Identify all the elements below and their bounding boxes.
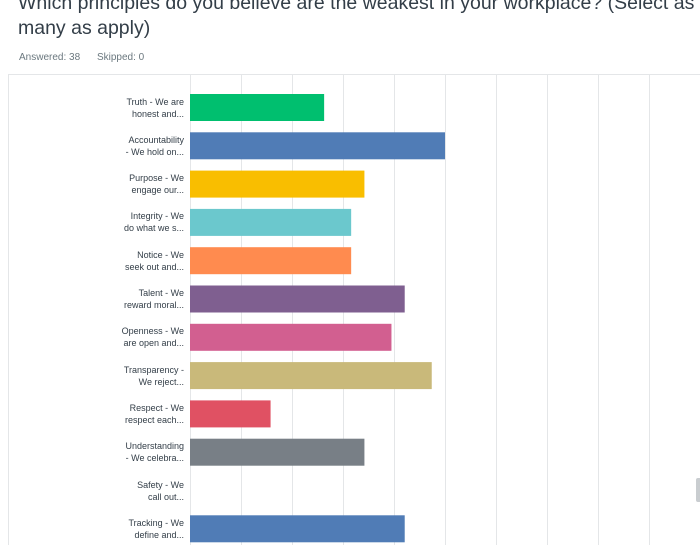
question-title: Which principles do you believe are the … (18, 0, 695, 39)
category-label: Truth - We are honest and... (104, 96, 184, 120)
category-label: Notice - We seek out and... (104, 249, 184, 273)
category-label-line: We reject... (138, 376, 184, 387)
category-label-line: Safety - We (137, 479, 184, 490)
category-label-line: Truth - We are (126, 96, 184, 107)
category-label: Talent - We reward moral... (104, 287, 184, 311)
bar-8[interactable] (190, 362, 432, 390)
category-label-line: call out... (147, 491, 184, 502)
category-label-line: reward moral... (123, 300, 184, 310)
category-label: Safety - We call out... (104, 479, 184, 503)
category-label-line: - We celebra... (125, 453, 184, 464)
bar-9[interactable] (190, 400, 271, 428)
category-label-line: Transparency - (123, 364, 184, 375)
category-label-line: Tracking - We (128, 517, 184, 528)
category-label: Tracking - We define and... (104, 517, 184, 541)
category-label-line: Purpose - We (129, 173, 184, 184)
category-label-line: honest and... (131, 108, 184, 119)
category-label-line: Talent - We (138, 288, 184, 298)
category-label-line: engage our... (131, 185, 184, 196)
category-label: Integrity - We do what we s... (104, 210, 184, 234)
category-label-line: do what we s... (123, 223, 184, 234)
answered-count: Answered: 38 (19, 52, 81, 63)
category-label: Respect - We respect each... (104, 402, 184, 426)
response-summary: Answered: 38 Skipped: 0 (19, 52, 158, 63)
skipped-count: Skipped: 0 (96, 52, 145, 63)
category-label-line: Understanding (125, 441, 184, 452)
bar-5[interactable] (190, 247, 352, 275)
bar-7[interactable] (190, 323, 392, 351)
category-label-line: Integrity - We (130, 211, 184, 222)
category-label-line: respect each... (124, 414, 184, 425)
category-label: Purpose - We engage our... (104, 172, 184, 196)
bar-4[interactable] (190, 208, 352, 236)
category-label-line: Accountability (128, 134, 184, 145)
category-label: Accountability - We hold on... (104, 134, 184, 158)
category-label: Transparency - We reject... (104, 364, 184, 388)
bar-12[interactable] (190, 515, 405, 543)
category-label-line: - We hold on... (125, 146, 184, 157)
bar-3[interactable] (190, 170, 365, 198)
bar-1[interactable] (190, 94, 325, 121)
category-label-line: Notice - We (137, 249, 184, 260)
category-label-line: Respect - We (129, 402, 184, 413)
category-label: Openness - We are open and... (104, 325, 184, 349)
bar-6[interactable] (190, 285, 405, 313)
chart-panel: Truth - We are honest and... Accountabilit… (8, 74, 700, 545)
category-label-line: are open and... (123, 338, 184, 349)
bar-2[interactable] (190, 132, 445, 160)
category-label-line: seek out and... (124, 261, 184, 272)
scroll-handle[interactable] (696, 478, 700, 502)
bar-chart (190, 75, 650, 545)
bar-10[interactable] (190, 438, 365, 466)
category-label: Understanding - We celebra... (104, 440, 184, 464)
category-label-line: define and... (134, 529, 184, 540)
category-label-line: Openness - We (121, 326, 184, 337)
